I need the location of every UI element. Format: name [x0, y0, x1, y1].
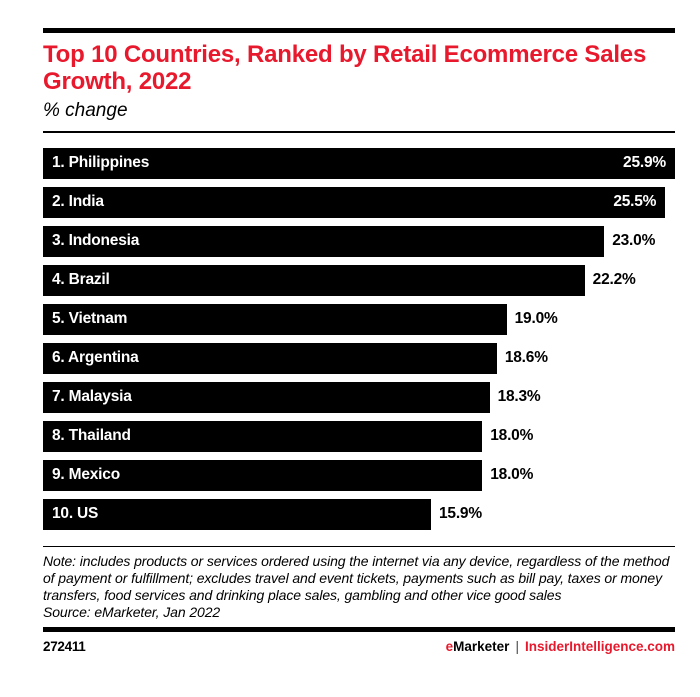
chart-id: 272411 — [43, 638, 86, 654]
bar-value-label: 18.6% — [504, 349, 548, 367]
bar: 1. Philippines 25.9% — [43, 147, 675, 179]
note-divider — [43, 545, 675, 547]
bar: 7. Malaysia — [43, 381, 490, 413]
bar-row: 4. Brazil 22.2% — [43, 264, 675, 296]
bar: 3. Indonesia — [43, 225, 605, 257]
bar: 5. Vietnam — [43, 303, 507, 335]
bar-category-label: 1. Philippines — [52, 154, 150, 172]
bar-chart: 1. Philippines 25.9% 2. India 25.5% 3. Indon… — [43, 147, 675, 530]
bar-row: 6. Argentina 18.6% — [43, 342, 675, 374]
bar: 4. Brazil — [43, 264, 585, 296]
source-text: Source: eMarketer, Jan 2022 — [43, 603, 221, 620]
bar: 8. Thailand — [43, 420, 483, 452]
bar: 2. India 25.5% — [43, 186, 666, 218]
bar: 6. Argentina — [43, 342, 497, 374]
brand-emarketer-e: e — [445, 638, 454, 654]
top-accent-bar — [43, 28, 675, 33]
bar-category-label: 5. Vietnam — [52, 310, 128, 328]
bar-value-label: 15.9% — [438, 505, 482, 523]
bar-row: 1. Philippines 25.9% — [43, 147, 675, 179]
bar-row: 10. US 15.9% — [43, 498, 675, 530]
bar: 10. US — [43, 498, 431, 530]
brand-emarketer-rest: Marketer — [453, 638, 510, 654]
footer: 272411 eMarketer | InsiderIntelligence.com — [43, 639, 675, 654]
bar-row: 3. Indonesia 23.0% — [43, 225, 675, 257]
bottom-accent-bar — [43, 626, 675, 632]
brand-lockup: eMarketer | InsiderIntelligence.com — [446, 639, 675, 654]
bar-value-label: 23.0% — [612, 232, 656, 250]
note-text: Note: includes products or services orde… — [43, 552, 670, 603]
bar-category-label: 3. Indonesia — [52, 232, 140, 250]
chart-title: Top 10 Countries, Ranked by Retail Ecomm… — [43, 41, 647, 96]
bar-value-label: 22.2% — [592, 271, 636, 289]
bar-value-label: 18.0% — [490, 427, 534, 445]
bar-category-label: 9. Mexico — [52, 466, 120, 484]
header-divider — [43, 130, 675, 133]
bar-category-label: 2. India — [52, 193, 104, 211]
chart-note: Note: includes products or services orde… — [43, 553, 675, 621]
bar-category-label: 6. Argentina — [52, 349, 139, 367]
bar-row: 5. Vietnam 19.0% — [43, 303, 675, 335]
bar-row: 2. India 25.5% — [43, 186, 675, 218]
bar-row: 9. Mexico 18.0% — [43, 459, 675, 491]
bar-category-label: 10. US — [52, 505, 99, 523]
brand-site-link: InsiderIntelligence.com — [524, 638, 675, 654]
bar-value-label: 19.0% — [514, 310, 558, 328]
brand-separator: | — [515, 638, 519, 654]
bar-value-label: 18.3% — [497, 388, 541, 406]
bar-row: 7. Malaysia 18.3% — [43, 381, 675, 413]
bar-row: 8. Thailand 18.0% — [43, 420, 675, 452]
bar-value-label: 25.9% — [623, 154, 666, 172]
chart-subtitle: % change — [43, 99, 128, 121]
bar-value-label: 25.5% — [613, 193, 657, 211]
bar-category-label: 7. Malaysia — [52, 388, 132, 406]
bar-category-label: 8. Thailand — [52, 427, 131, 445]
bar-value-label: 18.0% — [490, 466, 534, 484]
bar: 9. Mexico — [43, 459, 483, 491]
bar-category-label: 4. Brazil — [52, 271, 110, 289]
